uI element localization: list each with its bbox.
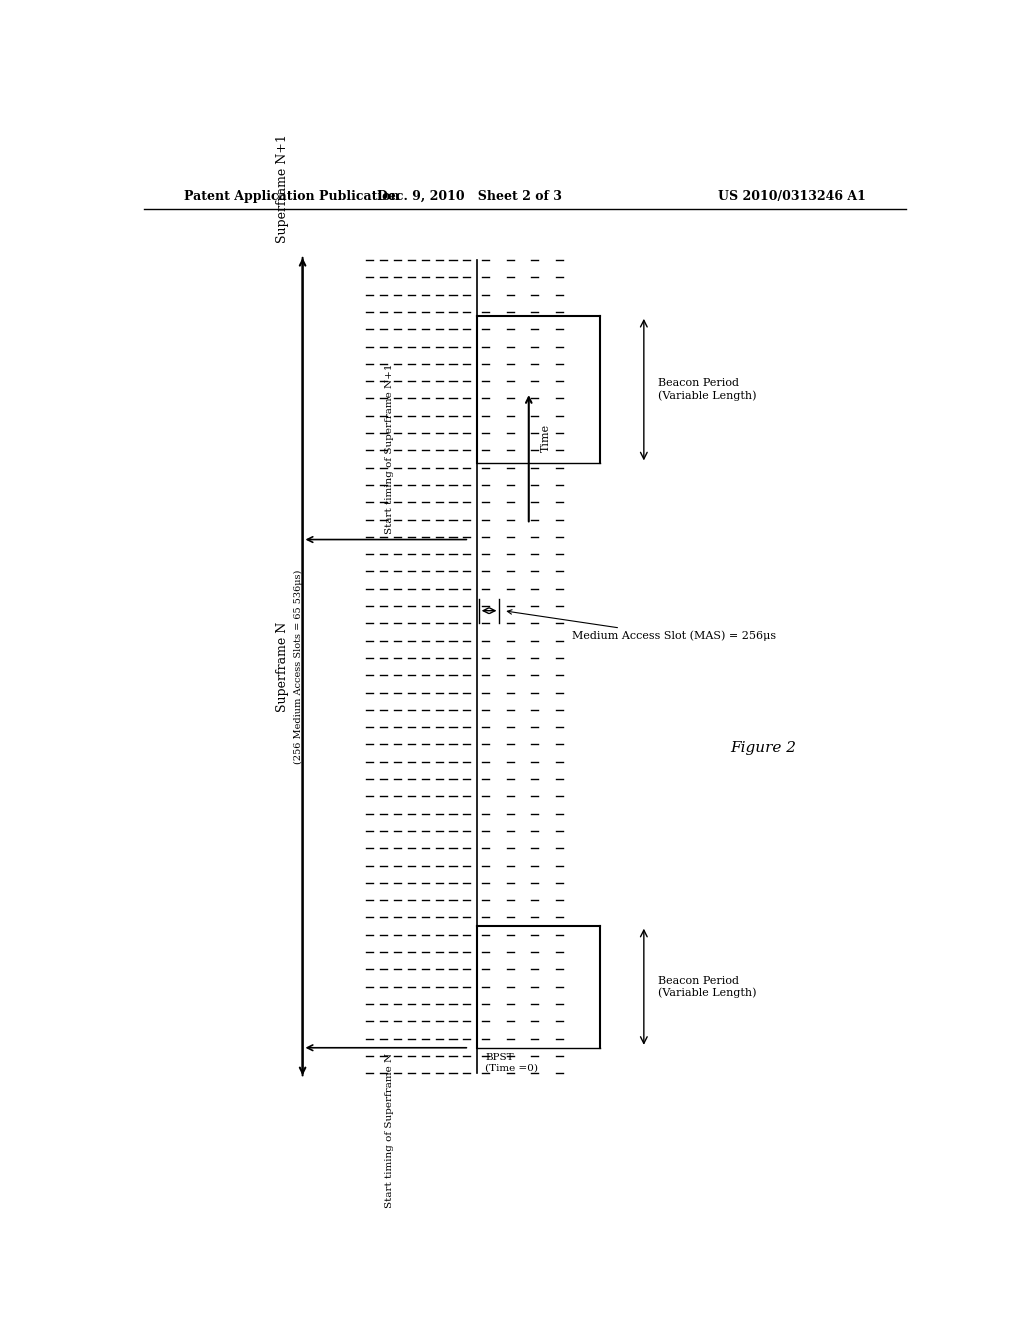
Text: (256 Medium Access Slots = 65 536μs): (256 Medium Access Slots = 65 536μs) xyxy=(294,569,303,764)
Text: BPST
(Time =0): BPST (Time =0) xyxy=(485,1053,539,1072)
Text: Figure 2: Figure 2 xyxy=(730,741,796,755)
Text: Start timing of Superframe N: Start timing of Superframe N xyxy=(385,1053,394,1208)
Text: Patent Application Publication: Patent Application Publication xyxy=(183,190,399,202)
Text: Dec. 9, 2010   Sheet 2 of 3: Dec. 9, 2010 Sheet 2 of 3 xyxy=(377,190,562,202)
Text: Beacon Period
(Variable Length): Beacon Period (Variable Length) xyxy=(658,975,757,998)
Text: Superframe N: Superframe N xyxy=(276,622,289,711)
Text: Time: Time xyxy=(541,424,551,451)
Text: Start timing of Superframe N+1: Start timing of Superframe N+1 xyxy=(385,364,394,535)
Text: US 2010/0313246 A1: US 2010/0313246 A1 xyxy=(718,190,866,202)
Text: Beacon Period
(Variable Length): Beacon Period (Variable Length) xyxy=(658,379,757,401)
Text: Medium Access Slot (MAS) = 256μs: Medium Access Slot (MAS) = 256μs xyxy=(507,610,776,642)
Text: Superframe N+1: Superframe N+1 xyxy=(276,133,289,243)
